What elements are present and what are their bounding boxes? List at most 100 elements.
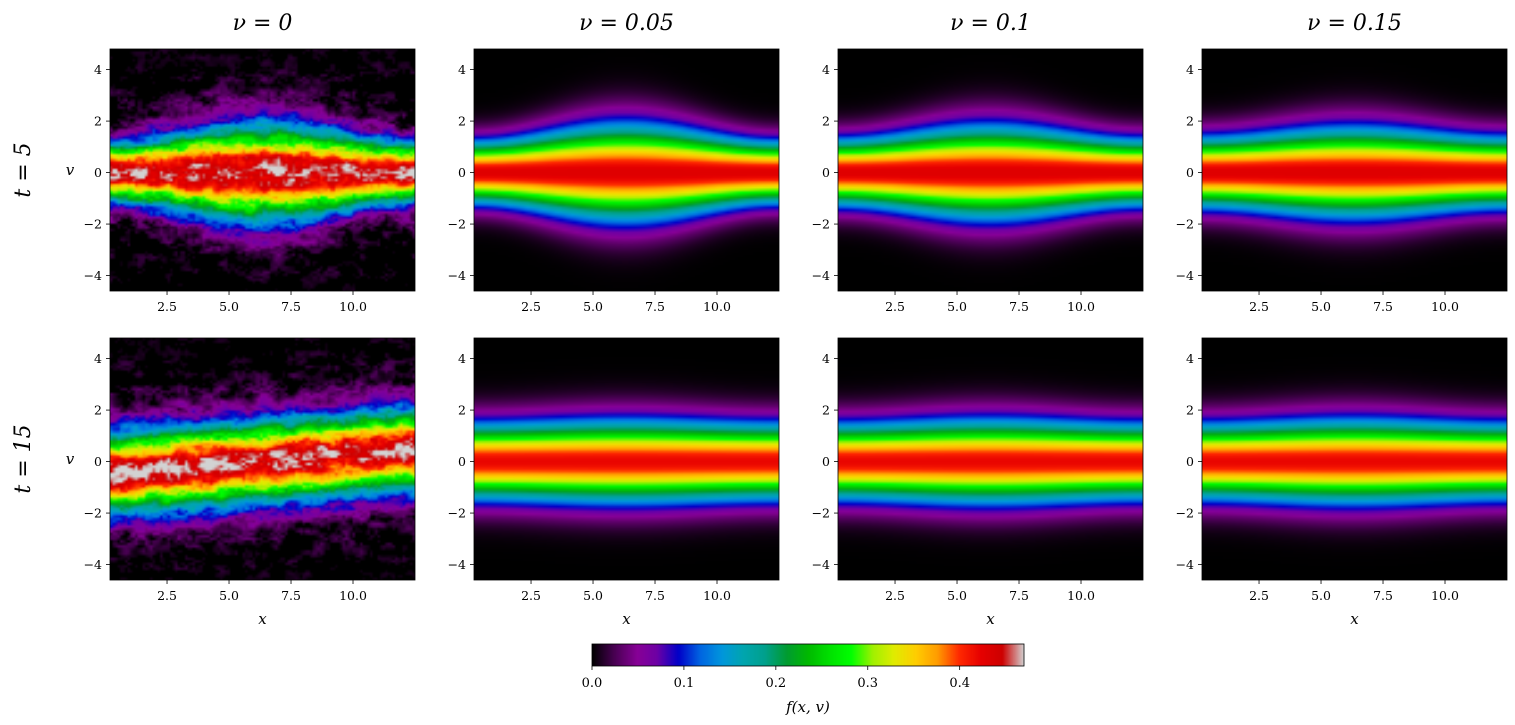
- x-tick-label: 2.5: [885, 299, 905, 314]
- colorbar-tick-label: 0.4: [949, 676, 970, 691]
- colorbar-tick-label: 0.2: [765, 676, 786, 691]
- x-axis-label: x: [986, 610, 995, 628]
- x-tick-label: 7.5: [645, 588, 665, 603]
- y-axis-label: v: [66, 450, 75, 468]
- y-tick-label: −2: [1176, 217, 1194, 232]
- x-axis-label: x: [622, 610, 631, 628]
- x-tick-label: 7.5: [645, 299, 665, 314]
- y-tick-label: 4: [458, 62, 466, 77]
- x-tick-label: 10.0: [703, 299, 731, 314]
- y-tick-label: 2: [458, 114, 466, 129]
- colorbar-label: f(x, v): [785, 698, 830, 716]
- x-tick-label: 10.0: [703, 588, 731, 603]
- y-tick-label: 4: [1186, 351, 1194, 366]
- x-tick-label: 2.5: [1249, 299, 1269, 314]
- y-tick-label: 2: [1186, 403, 1194, 418]
- panel-0.15-t5-frame: [1201, 48, 1508, 292]
- y-tick-label: 2: [94, 403, 102, 418]
- y-tick-label: −2: [84, 506, 102, 521]
- row-label: t = 5: [11, 142, 36, 197]
- x-tick-label: 5.0: [947, 299, 967, 314]
- y-tick-label: −2: [448, 506, 466, 521]
- panel-0.05-t5-heatmap: [474, 49, 779, 291]
- y-tick-label: 4: [822, 62, 830, 77]
- y-tick-label: −2: [812, 506, 830, 521]
- x-tick-label: 2.5: [521, 588, 541, 603]
- y-tick-label: −4: [1176, 557, 1194, 572]
- x-tick-label: 5.0: [219, 588, 239, 603]
- x-tick-label: 5.0: [583, 588, 603, 603]
- y-tick-label: 0: [1186, 165, 1194, 180]
- colorbar-gradient: [592, 644, 1024, 666]
- panel-0.1-t15-frame: [837, 337, 1144, 581]
- panel-0.1-t5-heatmap: [838, 49, 1143, 291]
- x-tick-label: 7.5: [1373, 299, 1393, 314]
- panel-0-t15-frame: [109, 337, 416, 581]
- colorbar-tick-label: 0.1: [674, 676, 695, 691]
- y-tick-label: 0: [94, 454, 102, 469]
- y-tick-label: 4: [822, 351, 830, 366]
- y-tick-label: −2: [812, 217, 830, 232]
- x-tick-label: 2.5: [885, 588, 905, 603]
- y-tick-label: 4: [458, 351, 466, 366]
- y-tick-label: 0: [458, 165, 466, 180]
- colorbar-frame: [591, 643, 1025, 667]
- column-title: ν = 0: [233, 11, 293, 36]
- column-title: ν = 0.15: [1307, 11, 1402, 36]
- y-tick-label: 2: [822, 114, 830, 129]
- x-tick-label: 5.0: [219, 299, 239, 314]
- y-tick-label: −4: [812, 268, 830, 283]
- x-tick-label: 7.5: [1009, 299, 1029, 314]
- y-tick-label: −4: [448, 268, 466, 283]
- x-tick-label: 7.5: [1373, 588, 1393, 603]
- y-tick-label: −4: [84, 268, 102, 283]
- x-tick-label: 10.0: [339, 588, 367, 603]
- x-tick-label: 5.0: [1311, 588, 1331, 603]
- y-tick-label: −4: [84, 557, 102, 572]
- x-tick-label: 5.0: [1311, 299, 1331, 314]
- column-title: ν = 0.05: [579, 11, 674, 36]
- x-tick-label: 2.5: [521, 299, 541, 314]
- panel-0.05-t15-frame: [473, 337, 780, 581]
- panel-0-t5-frame: [109, 48, 416, 292]
- panel-0.1-t5-frame: [837, 48, 1144, 292]
- x-tick-label: 10.0: [339, 299, 367, 314]
- panel-0.15-t5-heatmap: [1202, 49, 1507, 291]
- y-tick-label: 2: [1186, 114, 1194, 129]
- x-tick-label: 5.0: [583, 299, 603, 314]
- x-axis-label: x: [1350, 610, 1359, 628]
- panel-0.15-t15-frame: [1201, 337, 1508, 581]
- y-tick-label: −2: [448, 217, 466, 232]
- y-tick-label: 2: [94, 114, 102, 129]
- panel-0.05-t15-heatmap: [474, 338, 779, 580]
- x-axis-label: x: [258, 610, 267, 628]
- x-tick-label: 2.5: [157, 588, 177, 603]
- panel-0-t15-heatmap: [110, 338, 415, 580]
- y-tick-label: −2: [84, 217, 102, 232]
- x-tick-label: 2.5: [1249, 588, 1269, 603]
- y-tick-label: 2: [458, 403, 466, 418]
- y-tick-label: 4: [94, 62, 102, 77]
- x-tick-label: 10.0: [1431, 588, 1459, 603]
- row-label: t = 15: [11, 424, 36, 493]
- y-tick-label: −4: [448, 557, 466, 572]
- x-tick-label: 5.0: [947, 588, 967, 603]
- panel-0.1-t15-heatmap: [838, 338, 1143, 580]
- x-tick-label: 7.5: [1009, 588, 1029, 603]
- colorbar-tick-label: 0.0: [582, 676, 603, 691]
- y-tick-label: 0: [822, 165, 830, 180]
- colorbar-tick-label: 0.3: [857, 676, 878, 691]
- panel-0-t5-heatmap: [110, 49, 415, 291]
- y-tick-label: 4: [1186, 62, 1194, 77]
- column-title: ν = 0.1: [950, 11, 1031, 36]
- y-tick-label: 0: [1186, 454, 1194, 469]
- y-tick-label: 0: [94, 165, 102, 180]
- x-tick-label: 10.0: [1067, 299, 1095, 314]
- y-tick-label: 2: [822, 403, 830, 418]
- y-tick-label: −4: [812, 557, 830, 572]
- x-tick-label: 7.5: [281, 588, 301, 603]
- y-axis-label: v: [66, 161, 75, 179]
- x-tick-label: 10.0: [1431, 299, 1459, 314]
- y-tick-label: −2: [1176, 506, 1194, 521]
